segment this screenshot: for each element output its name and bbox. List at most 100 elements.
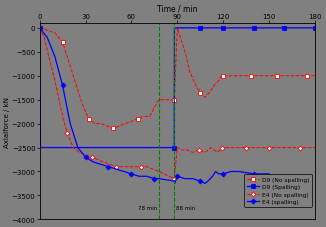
E4 (spalling) (191, 178, 195, 180)
D9 (No spalling) (218, 77, 222, 80)
D9 (No spalling) (259, 75, 263, 78)
E4 (No spalling) (197, 149, 201, 152)
D9 (No spalling) (148, 116, 152, 118)
E4 (No spalling) (226, 147, 230, 149)
D9 (No spalling) (233, 75, 237, 78)
E4 (No spalling) (220, 147, 224, 149)
D9 (No spalling) (71, 75, 75, 78)
E4 (spalling) (237, 170, 241, 173)
E4 (spalling) (145, 175, 149, 178)
E4 (spalling) (91, 161, 95, 163)
E4 (No spalling) (157, 170, 161, 173)
D9 (Spalling) (229, 27, 233, 30)
E4 (No spalling) (120, 165, 124, 168)
E4 (No spalling) (37, 27, 41, 30)
D9 (No spalling) (220, 75, 224, 78)
D9 (Spalling) (206, 27, 210, 30)
Line: D9 (No spalling): D9 (No spalling) (37, 27, 317, 131)
E4 (No spalling) (133, 165, 137, 168)
E4 (spalling) (61, 85, 65, 87)
E4 (No spalling) (209, 147, 213, 149)
E4 (No spalling) (78, 151, 82, 154)
E4 (spalling) (267, 173, 271, 175)
E4 (spalling) (198, 180, 202, 183)
E4 (No spalling) (65, 132, 69, 135)
E4 (spalling) (173, 182, 177, 185)
Text: 78 min: 78 min (138, 205, 157, 210)
E4 (spalling) (53, 56, 57, 59)
E4 (spalling) (203, 182, 207, 185)
D9 (Spalling) (183, 27, 187, 30)
D9 (Spalling) (267, 27, 271, 30)
E4 (No spalling) (221, 147, 225, 149)
D9 (No spalling) (105, 125, 109, 128)
E4 (No spalling) (96, 158, 100, 161)
E4 (No spalling) (42, 37, 46, 40)
E4 (spalling) (252, 173, 256, 175)
D9 (Spalling) (313, 27, 317, 30)
D9 (No spalling) (249, 75, 253, 78)
E4 (No spalling) (108, 163, 112, 166)
Legend: D9 (No spalling), D9 (Spalling), E4 (No spalling), E4 (spalling): D9 (No spalling), D9 (Spalling), E4 (No … (244, 175, 312, 207)
E4 (No spalling) (230, 147, 234, 149)
D9 (No spalling) (136, 118, 140, 121)
Y-axis label: Axialforce / kN: Axialforce / kN (4, 96, 10, 147)
E4 (No spalling) (252, 147, 256, 149)
E4 (spalling) (45, 37, 49, 40)
D9 (No spalling) (305, 75, 309, 78)
E4 (spalling) (83, 156, 87, 159)
D9 (No spalling) (175, 27, 179, 30)
E4 (spalling) (217, 173, 221, 175)
E4 (spalling) (183, 178, 187, 180)
E4 (No spalling) (185, 149, 188, 152)
E4 (spalling) (153, 178, 156, 180)
D9 (No spalling) (154, 104, 158, 106)
E4 (No spalling) (267, 147, 271, 149)
E4 (spalling) (172, 180, 176, 183)
D9 (No spalling) (123, 123, 127, 126)
E4 (spalling) (37, 27, 41, 30)
E4 (spalling) (206, 180, 210, 183)
D9 (No spalling) (313, 75, 317, 78)
D9 (Spalling) (252, 27, 256, 30)
D9 (Spalling) (221, 27, 225, 30)
E4 (No spalling) (175, 147, 179, 149)
D9 (No spalling) (45, 30, 49, 32)
E4 (spalling) (76, 147, 80, 149)
E4 (spalling) (107, 165, 111, 168)
D9 (Spalling) (172, 147, 176, 149)
D9 (No spalling) (208, 92, 212, 94)
D9 (No spalling) (111, 128, 115, 130)
E4 (spalling) (122, 170, 126, 173)
D9 (No spalling) (142, 116, 146, 118)
D9 (No spalling) (217, 80, 221, 83)
E4 (No spalling) (172, 178, 176, 180)
D9 (No spalling) (290, 75, 294, 78)
D9 (No spalling) (194, 85, 198, 87)
E4 (spalling) (129, 173, 133, 175)
E4 (spalling) (214, 170, 217, 173)
D9 (No spalling) (65, 56, 69, 59)
E4 (spalling) (68, 123, 72, 126)
D9 (No spalling) (37, 27, 41, 30)
E4 (No spalling) (313, 147, 317, 149)
D9 (No spalling) (203, 96, 207, 99)
D9 (No spalling) (87, 118, 91, 121)
D9 (No spalling) (212, 85, 216, 87)
D9 (No spalling) (178, 37, 182, 40)
E4 (No spalling) (102, 161, 106, 163)
Line: E4 (spalling): E4 (spalling) (38, 27, 271, 185)
D9 (No spalling) (81, 104, 84, 106)
E4 (No spalling) (218, 149, 222, 152)
D9 (Spalling) (38, 147, 42, 149)
X-axis label: Time / min: Time / min (157, 4, 198, 13)
D9 (Spalling) (220, 27, 224, 30)
D9 (No spalling) (93, 123, 96, 126)
D9 (No spalling) (76, 89, 80, 92)
D9 (Spalling) (218, 27, 222, 30)
E4 (No spalling) (47, 56, 51, 59)
D9 (No spalling) (61, 42, 65, 44)
E4 (No spalling) (180, 149, 184, 152)
E4 (No spalling) (203, 151, 207, 154)
E4 (No spalling) (283, 147, 287, 149)
